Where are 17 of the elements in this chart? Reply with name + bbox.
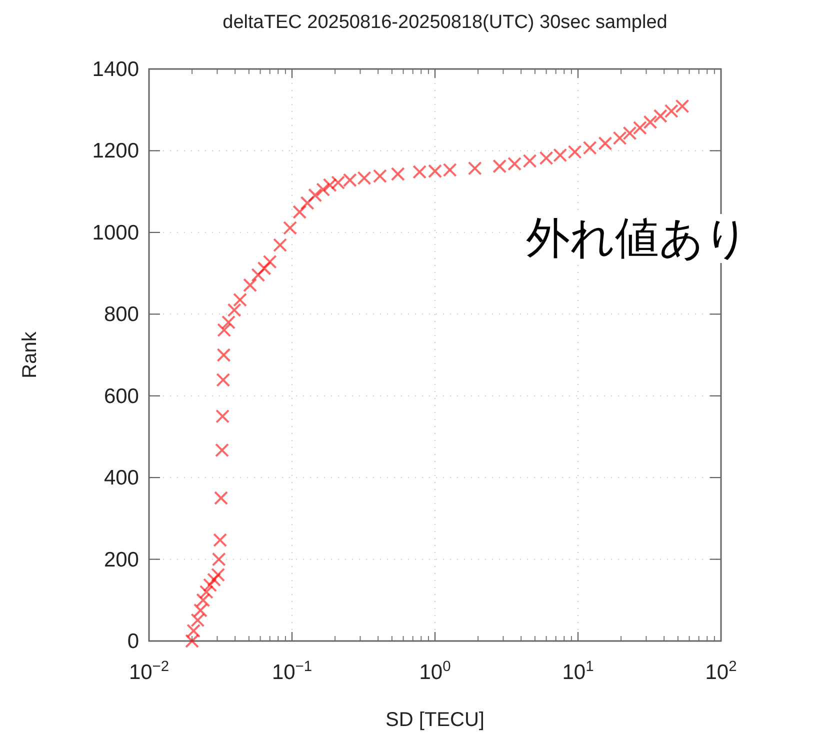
x-axis-title: SD [TECU] [386,709,484,731]
y-tick-label: 1400 [92,58,139,81]
y-tick-label: 200 [104,548,139,572]
y-axis-title: Rank [19,330,41,378]
x-tick-label: 10$^{0}$ [419,659,451,684]
y-tick-label: 600 [104,384,139,408]
x-tick-label: 10$^{1}$ [562,659,594,684]
x-tick-label: 10$^{−1}$ [272,659,312,684]
y-tick-label: 0 [127,630,139,653]
chart-title: deltaTEC 20250816-20250818(UTC) 30sec sampled [222,12,668,33]
x-tick-label: 10$^{−2}$ [128,659,170,684]
y-tick-label: 1200 [92,140,139,163]
y-tick-label: 400 [104,466,139,490]
y-tick-label: 800 [104,303,139,326]
y-tick-label: 1000 [92,221,139,244]
annotation: 外れ値あり [526,214,749,263]
x-tick-label: 10$^{2}$ [705,659,737,684]
